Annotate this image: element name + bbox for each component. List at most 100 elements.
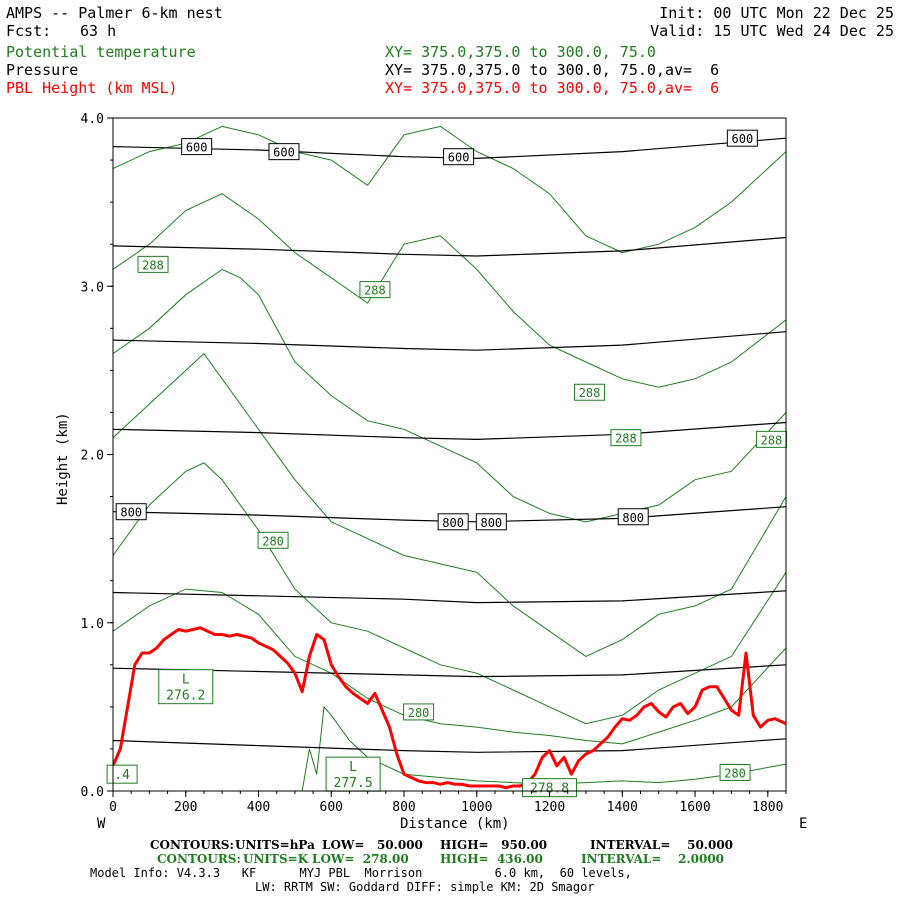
forecast-hour: 63 h [80,22,117,40]
pressure-contour-700 [113,331,786,351]
low-box [158,669,214,705]
theta-contours [113,125,786,791]
y-tick-label: 4.0 [81,112,104,127]
x-tick-label: 1000 [461,800,492,815]
pressure-label-box [181,138,213,156]
pbl-series [113,626,786,790]
footer-theta-high: HIGH= 436.00 [440,852,543,866]
pressure-contours [113,137,786,753]
theta-label-box [359,281,391,299]
footer-pressure-interval: INTERVAL= 50.000 [590,838,734,852]
x-tick-label: 1600 [679,800,710,815]
theta-contour-286 [113,268,786,523]
x-tick-label: 200 [174,800,197,815]
contour-labels: 600 600 600 600 800 800 800 800 288 288 288 288 288 2… [106,129,787,798]
footer-theta-interval: INTERVAL= 2.0000 [581,852,725,866]
theta-contour-288 [113,193,786,388]
pressure-label: 600 [186,141,208,155]
footer-pressure-high: HIGH= 950.00 [440,838,548,852]
theta-label-box [137,255,169,273]
low-value: 278.8 [530,782,569,797]
footer-theta-low: LOW= 278.00 [312,852,409,866]
pressure-label: 600 [732,132,754,146]
field-theta-name: Potential temperature [6,43,196,61]
x-tick-label: 800 [392,800,415,815]
x-tick-label: 1200 [534,800,565,815]
theta-label: 288 [364,284,386,298]
low-value: 276.2 [166,689,205,704]
footer-physics: LW: RRTM SW: Goddard DIFF: simple KM: 2D… [255,880,595,894]
theta-label-box [610,429,642,447]
theta-label-box [257,531,289,549]
theta-label: 288 [761,433,783,447]
theta-label-box [574,383,606,401]
pressure-label-box [475,513,507,531]
footer-pressure-low: LOW= 50.000 [322,838,423,852]
y-tick-label: 2.0 [81,449,104,464]
footer-pressure-units: UNITS=hPa [235,838,315,852]
forecast-label: Fcst: [6,22,52,40]
pressure-contour-650 [113,236,786,257]
pressure-label: 800 [622,511,644,525]
theta-label: 288 [142,258,164,272]
y-axis-label: Height (km) [55,412,71,505]
theta-label: 280 [724,766,746,780]
theta-label: 280 [262,534,284,548]
low-value: .4 [114,768,130,783]
pressure-contour-950 [113,738,786,753]
y-tick-label: 0.0 [81,785,104,800]
pressure-label-box [115,503,147,521]
pressure-label-box [437,513,469,531]
pressure-contour-750 [113,421,786,441]
pressure-contour-850 [113,590,786,604]
footer-theta-contours: CONTOURS: [157,852,241,866]
init-time: Init: 00 UTC Mon 22 Dec 25 [659,4,894,22]
plot-title: AMPS -- Palmer 6-km nest [6,4,223,22]
pressure-label: 800 [442,516,464,530]
x-tick-label: 600 [320,800,343,815]
pressure-label: 600 [448,151,470,165]
field-pbl-xy: XY= 375.0,375.0 to 300.0, 75.0,av= 6 [385,79,720,97]
pressure-label-box [443,148,475,166]
plot-frame [112,117,787,792]
x-tick-label: 1400 [607,800,638,815]
field-pressure-xy: XY= 375.0,375.0 to 300.0, 75.0,av= 6 [385,61,720,79]
theta-label: 280 [408,706,430,720]
pbl-height-line [113,626,786,790]
theta-label: 288 [615,432,637,446]
low-marker: L [349,760,357,775]
pressure-label-box [726,129,758,147]
east-label: E [799,816,807,832]
x-tick-label: 1800 [752,800,783,815]
x-axis-label: Distance (km) [400,816,510,832]
valid-time: Valid: 15 UTC Wed 24 Dec 25 [650,22,894,40]
footer-model-info: Model Info: V4.3.3 KF MYJ PBL Morrison 6… [90,866,632,880]
field-pbl-name: PBL Height (km MSL) [6,79,178,97]
pressure-label: 600 [273,146,295,160]
theta-contour-278 [301,705,786,791]
pressure-label: 800 [120,506,142,520]
theta-contour-280 [113,588,786,745]
pressure-contour-600 [113,137,786,160]
theta-contour-282 [113,462,786,725]
low-marker: L [182,673,190,688]
theta-label-box [719,763,751,781]
y-tick-label: 1.0 [81,617,104,632]
theta-label-box [403,703,435,721]
low-value: 277.5 [334,776,373,791]
field-theta-xy: XY= 375.0,375.0 to 300.0, 75.0 [385,43,656,61]
low-box [106,764,138,784]
footer-theta-units: UNITS=K [243,852,309,866]
pressure-label-box [617,508,649,526]
low-box [325,756,381,792]
pressure-label: 800 [480,516,502,530]
footer-pressure-contours: CONTOURS: [150,838,234,852]
y-tick-label: 3.0 [81,280,104,295]
axes: 0 200 400 600 800 1000 1200 1400 1600 1800 0.0 1.0 2… [81,112,787,815]
theta-contour-290 [113,125,786,254]
field-pressure-name: Pressure [6,61,79,79]
west-label: W [97,816,106,832]
theta-label: 288 [579,386,601,400]
theta-contour-284 [113,352,786,657]
